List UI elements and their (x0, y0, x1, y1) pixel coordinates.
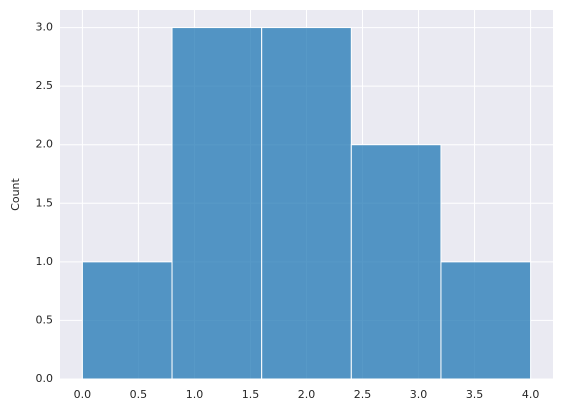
x-tick-label: 3.5 (466, 388, 484, 401)
bar (81, 261, 173, 380)
y-axis-label: Count (9, 177, 22, 210)
y-tick-label: 2.0 (36, 138, 54, 151)
bar (440, 261, 532, 380)
y-tick-label: 2.5 (36, 79, 54, 92)
x-tick-label: 2.5 (354, 388, 372, 401)
y-tick-label: 0.0 (36, 372, 54, 385)
y-tick-label: 1.5 (36, 196, 54, 209)
x-tick-label: 3.0 (410, 388, 428, 401)
y-tick-label: 1.0 (36, 255, 54, 268)
x-tick-label: 0.5 (130, 388, 148, 401)
bar (171, 27, 263, 380)
bar (350, 144, 442, 380)
x-tick-label: 1.0 (186, 388, 204, 401)
y-tick-label: 0.5 (36, 313, 54, 326)
bar (261, 27, 352, 380)
x-tick-label: 2.0 (298, 388, 316, 401)
y-tick-label: 3.0 (36, 21, 54, 34)
x-tick-label: 4.0 (522, 388, 540, 401)
x-tick-label: 1.5 (242, 388, 260, 401)
x-tick-label: 0.0 (74, 388, 92, 401)
